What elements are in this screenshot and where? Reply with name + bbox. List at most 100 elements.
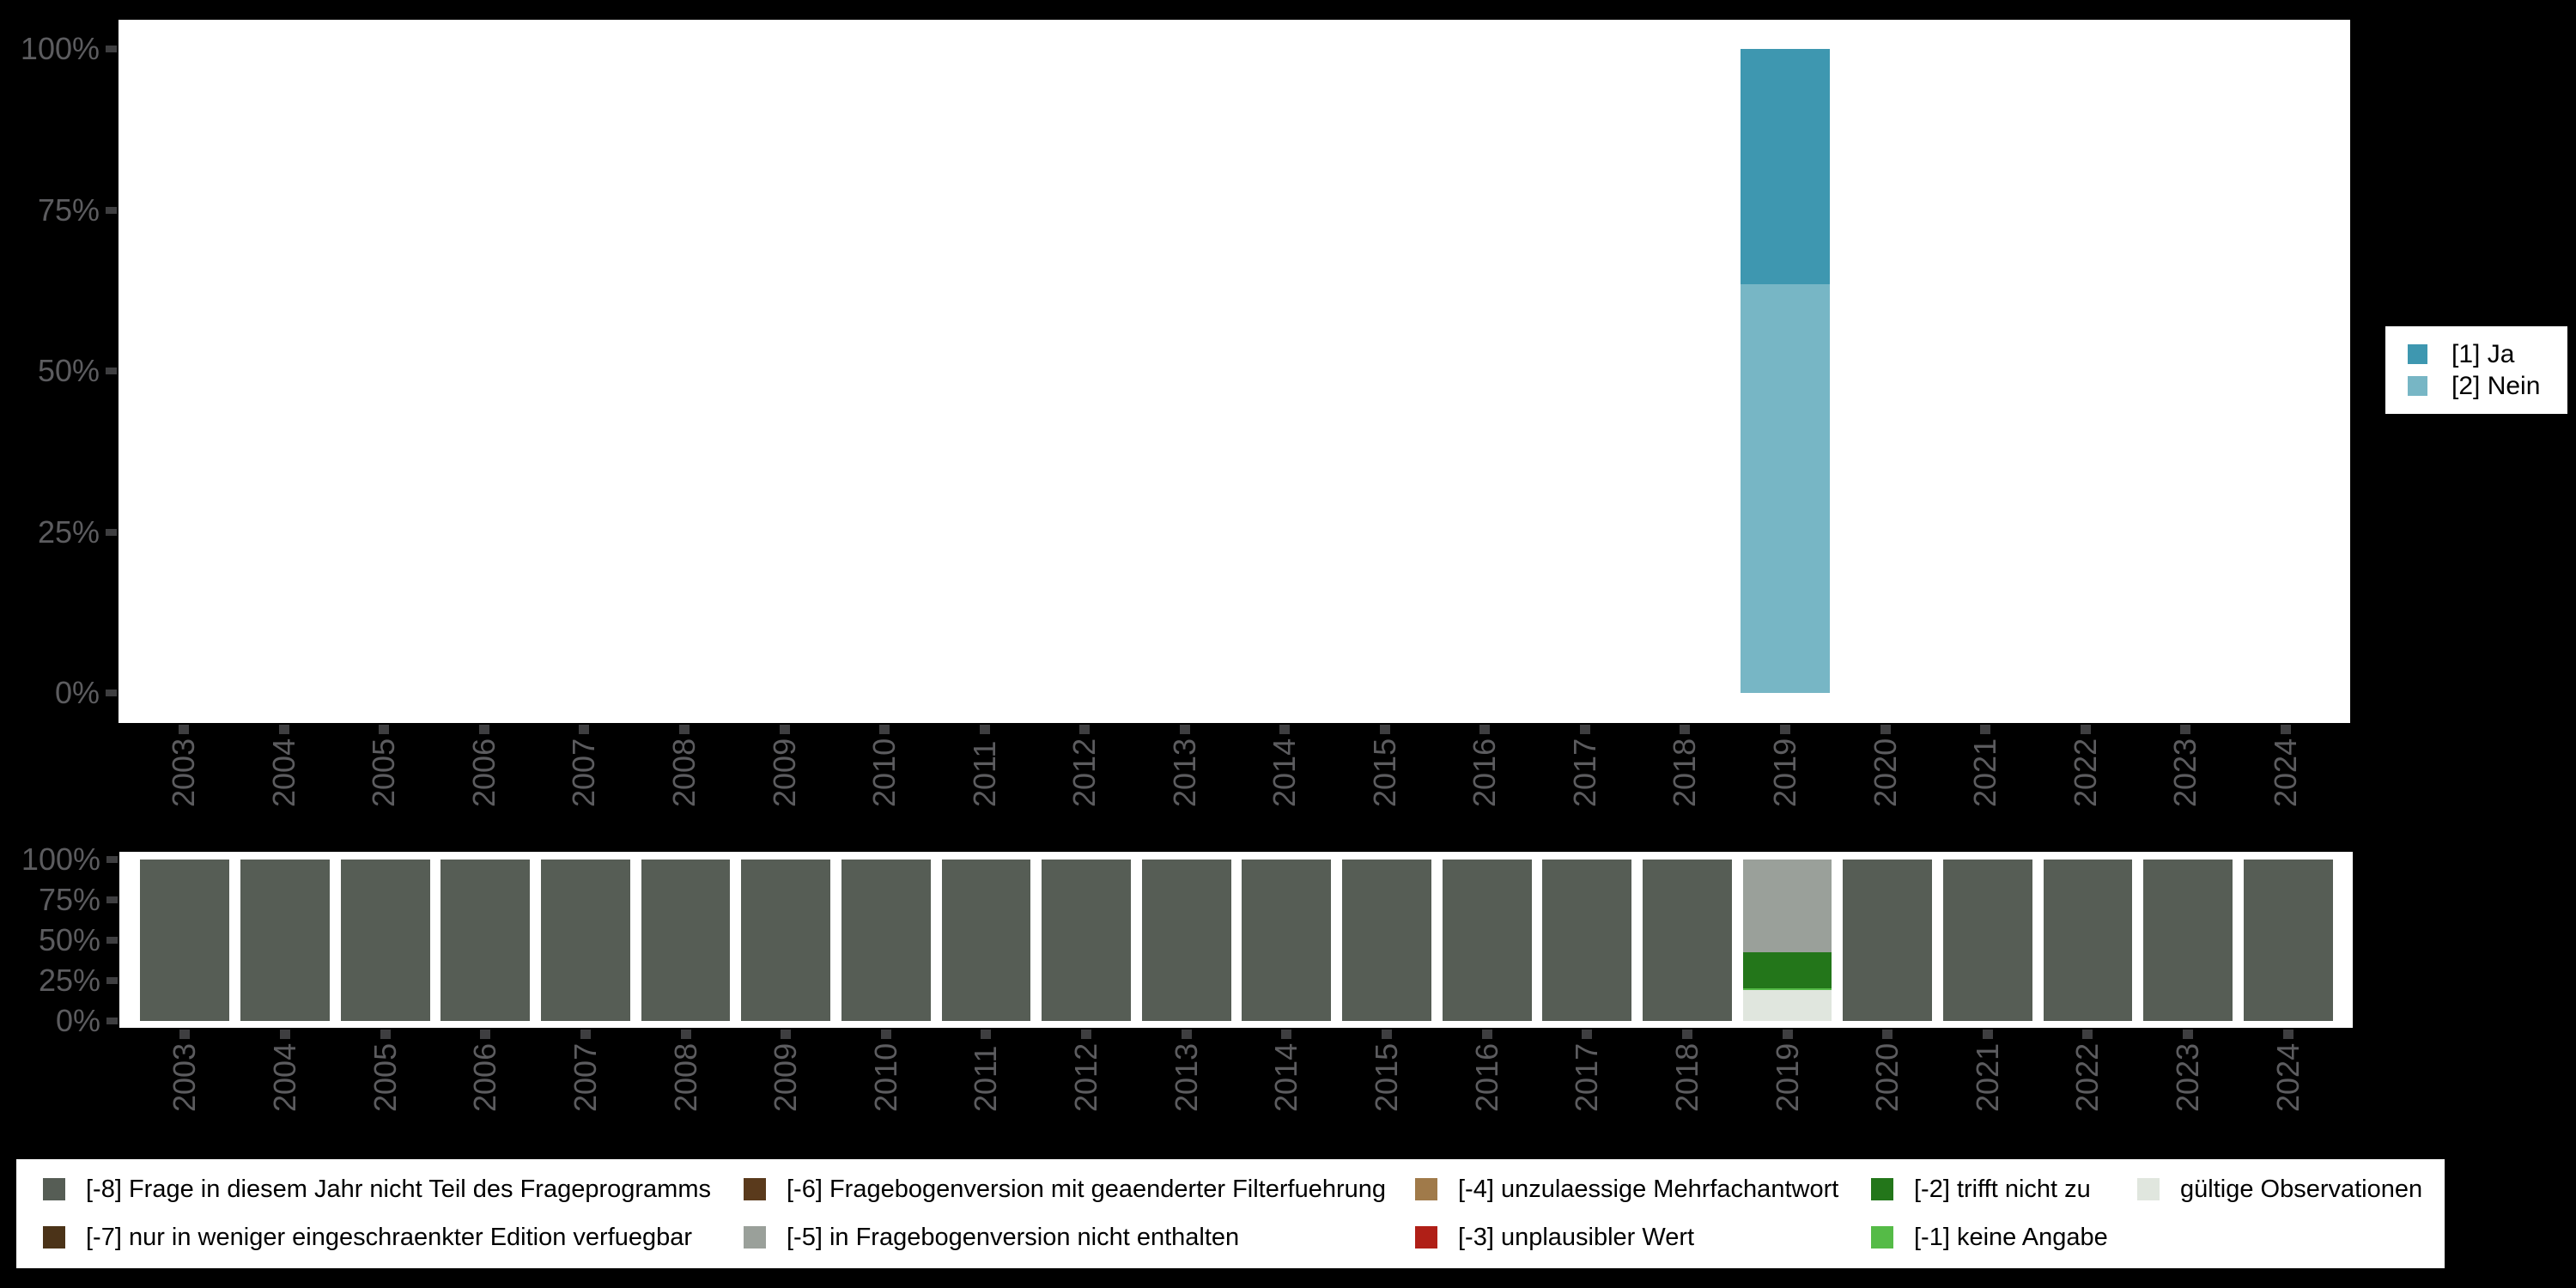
x-tick-label: 2023 [2170, 1042, 2206, 1112]
x-slot: 2005 [335, 1028, 435, 1174]
x-tick-label: 2018 [1667, 738, 1703, 807]
y-tick-label: 50% [38, 922, 100, 957]
bar-segment [440, 860, 531, 1021]
answers-chart: 100% 75% 50% 25% 0% 2003 2004 2005 2006 2007 2008 2… [21, 20, 2350, 869]
bar-2007 [540, 860, 630, 1021]
legend-swatch [43, 1178, 65, 1200]
bar-segment [1741, 49, 1830, 284]
x-slot: 2021 [1935, 723, 2036, 869]
x-tick [1680, 725, 1691, 734]
x-slot: 2009 [734, 723, 835, 869]
bar-2004 [240, 860, 330, 1021]
x-tick-label: 2009 [766, 738, 802, 807]
x-tick-label: 2012 [1068, 1042, 1104, 1112]
x-slot: 2018 [1635, 723, 1735, 869]
x-slot: 2003 [134, 723, 234, 869]
x-tick-label: 2009 [768, 1042, 804, 1112]
legend-swatch [1871, 1226, 1893, 1249]
bar-segment [2143, 860, 2233, 1021]
x-tick [779, 725, 790, 734]
x-tick [979, 725, 990, 734]
bar-segment [1742, 952, 1832, 989]
x-tick-label: 2017 [1566, 738, 1602, 807]
legend-label: gültige Observationen [2180, 1175, 2423, 1203]
x-slot: 2012 [1035, 723, 1135, 869]
x-tick-label: 2014 [1268, 1042, 1304, 1112]
y-tick [106, 528, 117, 536]
legend-item: [2] Nein [2408, 371, 2567, 400]
x-tick-label: 2005 [366, 738, 402, 807]
bar-2008 [641, 860, 731, 1021]
bar-segment [1942, 860, 2032, 1021]
x-slot: 2017 [1535, 723, 1636, 869]
bar-slot-2012 [1036, 860, 1137, 1021]
x-tick-label: 2013 [1166, 738, 1202, 807]
bar-segment [1242, 860, 1332, 1021]
bar-slot-2005 [334, 49, 434, 693]
legend-label: [1] Ja [2451, 339, 2515, 368]
x-slot: 2005 [334, 723, 434, 869]
bar-slot-2016 [1435, 49, 1535, 693]
bar-segment [1643, 860, 1732, 1021]
bar-slot-2004 [235, 860, 336, 1021]
legend-item: [-6] Fragebogenversion mit geaenderter F… [744, 1176, 1386, 1203]
x-tick [2183, 1030, 2194, 1039]
bar-2019 [1741, 49, 1830, 693]
x-tick [379, 725, 390, 734]
bar-slot-2017 [1535, 49, 1636, 693]
x-tick [1281, 1030, 1292, 1039]
legend-item: [-2] trifft nicht zu [1871, 1176, 2108, 1203]
bar-slot-2006 [434, 49, 535, 693]
bar-2005 [340, 860, 430, 1021]
x-tick-label: 2020 [1867, 738, 1903, 807]
y-tick [106, 1018, 118, 1024]
x-tick [580, 1030, 591, 1039]
legend-swatch [1415, 1226, 1437, 1249]
x-slot: 2012 [1036, 1028, 1137, 1174]
x-tick [2082, 1030, 2093, 1039]
x-slot: 2014 [1236, 1028, 1337, 1174]
bar-2021 [1942, 860, 2032, 1021]
x-slot: 2021 [1938, 1028, 2038, 1174]
legend-swatch [2408, 344, 2427, 364]
x-tick [380, 1030, 391, 1039]
x-slot: 2013 [1136, 1028, 1236, 1174]
bar-slot-2020 [1838, 860, 1938, 1021]
bar-slot-2010 [835, 49, 935, 693]
legend-item: [-4] unzulaessige Mehrfachantwort [1415, 1176, 1838, 1203]
legend-label: [2] Nein [2451, 371, 2541, 400]
x-tick [679, 725, 690, 734]
x-tick-label: 2019 [1767, 738, 1803, 807]
x-tick-label: 2007 [566, 738, 602, 807]
legend-label: [-4] unzulaessige Mehrfachantwort [1458, 1175, 1839, 1203]
bar-2020 [1843, 860, 1933, 1021]
bar-2014 [1242, 860, 1332, 1021]
x-slot: 2006 [434, 723, 535, 869]
x-tick [279, 1030, 290, 1039]
bar-segment [1741, 283, 1830, 693]
answers-plot: 100% 75% 50% 25% 0% [21, 20, 2350, 723]
bar-2011 [941, 860, 1031, 1021]
bar-slot-2023 [2136, 49, 2236, 693]
x-tick [879, 725, 890, 734]
bar-2023 [2143, 860, 2233, 1021]
x-tick [1279, 725, 1291, 734]
bar-slot-2019 [1737, 860, 1838, 1021]
bar-slot-2021 [1938, 860, 2038, 1021]
bar-segment [540, 860, 630, 1021]
x-tick [981, 1030, 992, 1039]
y-tick-label: 75% [37, 191, 100, 228]
x-tick-label: 2019 [1769, 1042, 1805, 1112]
x-tick-label: 2024 [2269, 1042, 2306, 1112]
x-tick-label: 2020 [1869, 1042, 1905, 1112]
x-tick-label: 2021 [1967, 738, 2003, 807]
x-tick [1782, 1030, 1793, 1039]
bar-segment [2243, 860, 2333, 1021]
legend-swatch [2408, 376, 2427, 396]
x-tick [1481, 1030, 1492, 1039]
x-slot: 2013 [1134, 723, 1235, 869]
answers-legend: [1] Ja [2] Nein [2385, 326, 2567, 414]
bar-slot-2011 [934, 49, 1035, 693]
legend-label: [-3] unplausibler Wert [1458, 1223, 1695, 1251]
x-tick [1982, 1030, 1993, 1039]
